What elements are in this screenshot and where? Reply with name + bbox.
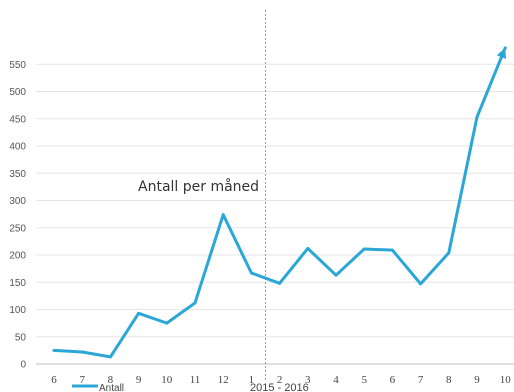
y-tick-label: 550 — [9, 60, 26, 71]
y-axis-ticks: 0 50 100 150 200 250 300 350 400 450 500 550 — [9, 60, 26, 371]
y-tick-label: 250 — [9, 223, 26, 234]
x-tick-label: 8 — [108, 374, 114, 386]
x-tick-label: 3 — [305, 374, 311, 386]
data-point — [447, 251, 451, 255]
data-point — [475, 115, 479, 119]
x-tick-label: 7 — [418, 374, 424, 386]
data-point — [419, 282, 422, 286]
data-point — [193, 301, 197, 305]
x-tick-label: 4 — [333, 374, 339, 386]
data-point — [362, 247, 366, 251]
data-point — [250, 271, 253, 275]
y-tick-label: 350 — [9, 169, 26, 180]
x-tick-label: 10 — [161, 374, 173, 386]
y-tick-label: 50 — [15, 332, 27, 343]
chart-title: Antall per måned — [138, 178, 259, 195]
x-tick-label: 9 — [136, 374, 142, 386]
gridlines — [36, 63, 514, 365]
y-tick-label: 450 — [9, 114, 26, 125]
y-tick-label: 200 — [9, 251, 26, 262]
data-point — [137, 311, 141, 315]
y-tick-label: 150 — [9, 278, 26, 289]
x-tick-label: 9 — [474, 374, 480, 386]
data-point — [80, 350, 84, 354]
data-point — [221, 213, 225, 217]
x-tick-label: 6 — [51, 374, 57, 386]
x-tick-label: 12 — [218, 374, 229, 386]
x-tick-label: 7 — [79, 374, 85, 386]
x-tick-label: 8 — [446, 374, 452, 386]
data-point — [109, 355, 112, 359]
data-point — [278, 281, 281, 285]
y-tick-label: 0 — [20, 360, 26, 371]
x-axis-ticks: 6 7 8 9 10 11 12 1 2 3 4 5 6 7 8 9 10 — [51, 374, 511, 386]
y-tick-label: 500 — [9, 87, 26, 98]
data-point — [306, 247, 310, 250]
y-tick-label: 100 — [9, 305, 26, 316]
period-annotation: 2015 - 2016 — [250, 382, 309, 392]
x-tick-label: 6 — [390, 374, 396, 386]
x-tick-label: 10 — [500, 374, 512, 386]
series-antall — [52, 46, 507, 359]
legend: Antall — [72, 383, 124, 392]
legend-label: Antall — [99, 383, 124, 392]
x-tick-label: 1 — [249, 374, 255, 386]
data-point — [334, 273, 338, 277]
series-line — [52, 46, 507, 359]
x-tick-label: 2 — [277, 374, 283, 386]
y-tick-label: 300 — [9, 196, 26, 207]
data-point — [165, 321, 169, 325]
data-point — [391, 248, 394, 252]
data-point — [52, 348, 56, 352]
series-arrowhead — [496, 47, 507, 60]
x-tick-label: 5 — [361, 374, 367, 386]
y-tick-label: 400 — [9, 142, 26, 153]
x-tick-label: 11 — [190, 374, 201, 386]
